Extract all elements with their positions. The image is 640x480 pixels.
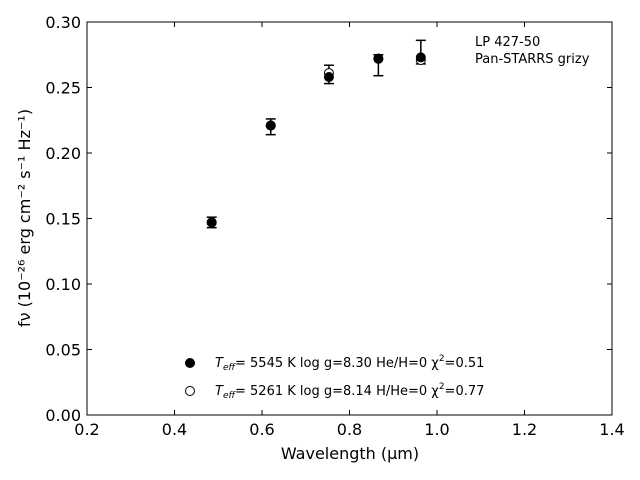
y-tick-label: 0.30 — [45, 13, 81, 32]
legend-chi-sup-1: 2 — [439, 354, 445, 364]
model-point-filled — [265, 120, 276, 131]
legend-entry-2: Teff= 5261 K log g=8.14 H/He=0 χ2=0.77 — [215, 382, 484, 401]
x-tick-label: 0.6 — [249, 420, 274, 439]
legend-teff-sub-2: eff — [223, 391, 237, 401]
error-bars — [206, 39, 426, 229]
legend-teff-sub-1: eff — [223, 363, 237, 373]
y-tick-label: 0.05 — [45, 341, 81, 360]
x-axis-title: Wavelength (μm) — [281, 444, 419, 463]
model-point-filled — [415, 52, 426, 63]
object-name: LP 427-50 — [475, 35, 540, 50]
y-tick-label: 0.20 — [45, 144, 81, 163]
legend-text-2: = 5261 K log g=8.14 H/He=0 χ — [235, 384, 439, 399]
x-tick-label: 1.2 — [512, 420, 537, 439]
model-point-filled — [323, 72, 334, 83]
legend-marker-filled — [185, 358, 195, 368]
y-tick-label: 0.00 — [45, 406, 81, 425]
y-tick-label: 0.15 — [45, 210, 81, 229]
legend-text-1: = 5545 K log g=8.30 He/H=0 χ — [235, 356, 439, 371]
y-axis-title: fν (10⁻²⁶ erg cm⁻² s⁻¹ Hz⁻¹) — [15, 109, 34, 327]
legend-entry-1: Teff= 5545 K log g=8.30 He/H=0 χ2=0.51 — [215, 354, 484, 373]
legend-chi-val-2: =0.77 — [445, 384, 485, 399]
legend-teff-1: T — [215, 356, 224, 371]
y-tick-label: 0.10 — [45, 275, 81, 294]
x-tick-label: 1.4 — [599, 420, 624, 439]
survey-name: Pan-STARRS grizy — [475, 52, 590, 67]
model-point-filled — [206, 217, 217, 228]
x-tick-label: 0.2 — [74, 420, 99, 439]
y-tick-label: 0.25 — [45, 79, 81, 98]
data-points — [206, 52, 426, 228]
x-tick-label: 1.0 — [424, 420, 449, 439]
legend-chi-sup-2: 2 — [439, 382, 445, 392]
x-tick-label: 0.8 — [337, 420, 362, 439]
model-point-filled — [373, 53, 384, 64]
ticks: 0.2 0.4 0.6 0.8 1.0 1.2 1.4 0.00 0.05 0.10 0.15 0.2… — [45, 13, 624, 439]
legend-chi-val-1: =0.51 — [445, 356, 485, 371]
legend: Teff= 5545 K log g=8.30 He/H=0 χ2=0.51 T… — [185, 354, 484, 401]
legend-marker-open — [185, 386, 195, 396]
x-tick-label: 0.4 — [162, 420, 187, 439]
legend-teff-2: T — [215, 384, 224, 399]
